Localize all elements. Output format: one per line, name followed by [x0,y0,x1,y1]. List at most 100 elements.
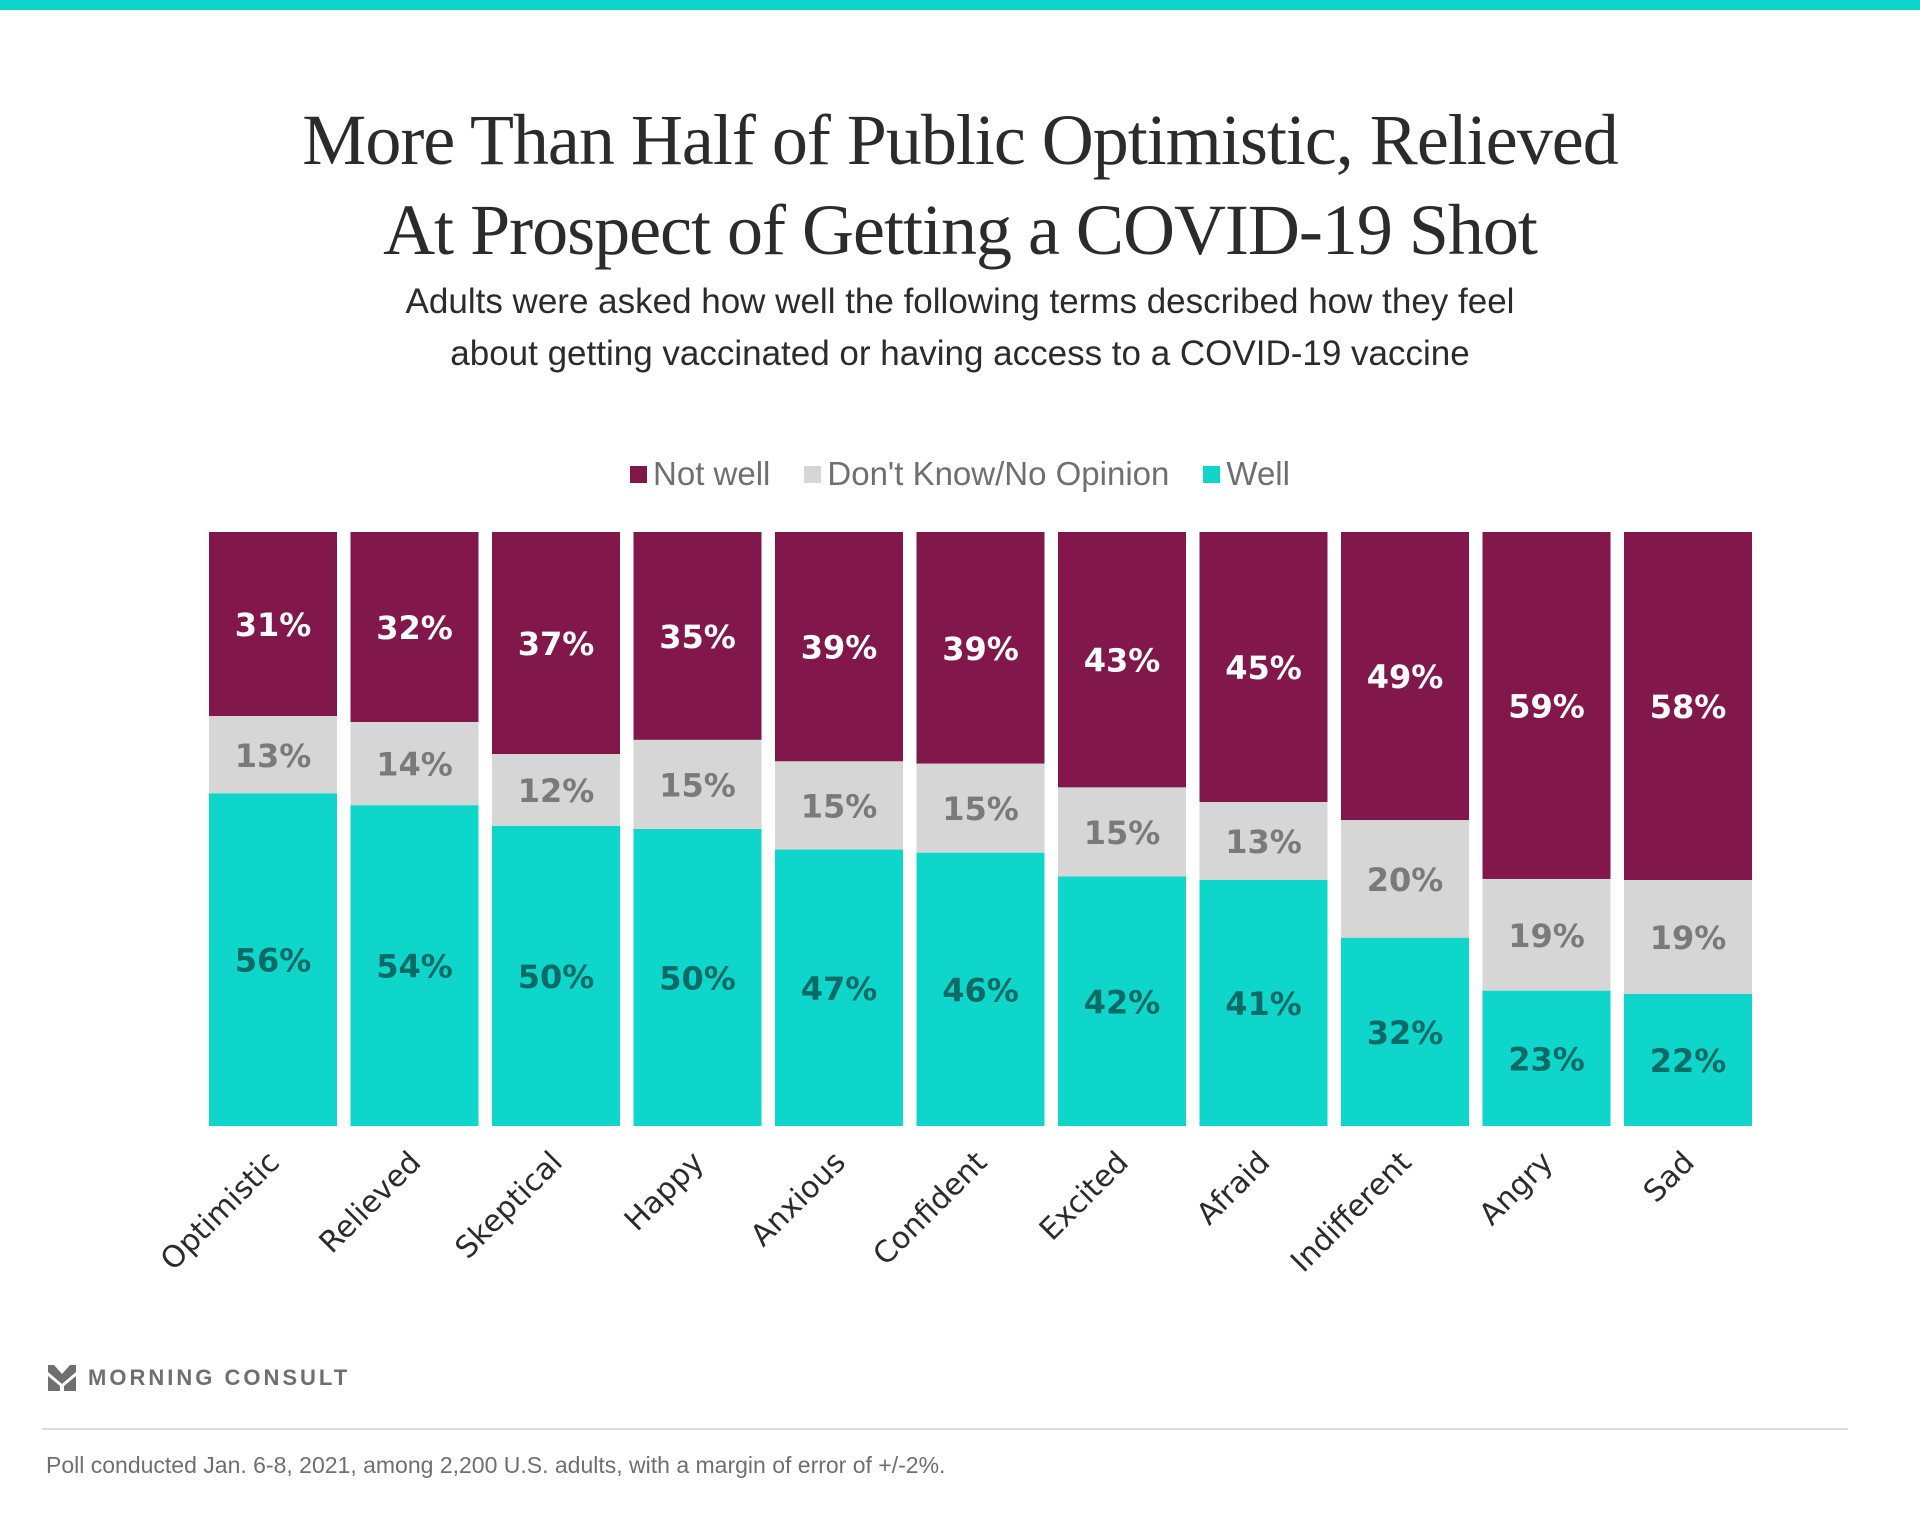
top-accent-bar [0,0,1920,10]
bar-group-happy: 35% 15% 50% [633,532,762,1126]
brand-logo: MORNING CONSULT [48,1365,350,1391]
bar-segment-well-anxious [775,849,903,1126]
morning-consult-logo-icon [48,1365,76,1391]
bar-segment-not-well-confident [916,532,1045,764]
bar-segment-well-angry [1482,990,1611,1126]
bar-group-sad: 58% 19% 22% [1624,532,1752,1126]
bar-segment-well-excited [1058,876,1186,1126]
x-tick-label-excited: Excited [1033,1145,1136,1248]
legend-swatch-dont-know [804,465,822,483]
legend-label-dont-know: Don't Know/No Opinion [827,455,1170,492]
bar-segment-not-well-happy [633,532,762,740]
legend-swatch-well [1203,465,1221,483]
bar-group-skeptical: 37% 12% 50% [492,532,620,1126]
legend-item-dont-know: Don't Know/No Opinion [804,455,1169,493]
data-label-not-well-anxious: 39% [801,629,878,667]
bar-segment-not-well-angry [1482,532,1611,879]
bar-segment-don-t-know-no-opinion-confident [916,763,1045,853]
bar-segment-not-well-afraid [1199,532,1328,802]
data-label-don-t-know-no-opinion-confident: 15% [942,790,1019,828]
data-label-well-anxious: 47% [801,970,878,1008]
data-label-don-t-know-no-opinion-afraid: 13% [1225,823,1302,861]
data-label-not-well-optimistic: 31% [235,606,312,644]
data-label-well-sad: 22% [1650,1042,1727,1080]
data-label-well-relieved: 54% [376,948,453,986]
data-label-not-well-angry: 59% [1508,687,1585,725]
bar-group-afraid: 45% 13% 41% [1199,532,1328,1126]
bar-group-anxious: 39% 15% 47% [775,532,903,1126]
data-label-don-t-know-no-opinion-optimistic: 13% [235,737,312,775]
data-label-don-t-know-no-opinion-excited: 15% [1084,814,1161,852]
bar-segment-don-t-know-no-opinion-sad [1624,880,1752,994]
bar-segment-don-t-know-no-opinion-angry [1482,878,1611,991]
bar-segment-not-well-anxious [775,532,903,762]
bar-group-excited: 43% 15% 42% [1058,532,1186,1126]
bar-segment-well-afraid [1199,880,1328,1126]
legend-item-well: Well [1203,455,1290,493]
x-tick-label-happy: Happy [618,1145,711,1238]
bar-segment-not-well-relieved [350,532,479,723]
bar-segment-not-well-skeptical [492,532,620,754]
x-tick-label-optimistic: Optimistic [154,1145,287,1278]
stacked-bar-chart: 31% 13% 56% Optimistic 32% 14% 54% Relieved 37% 1… [154,532,1752,1280]
bar-segment-not-well-sad [1624,532,1752,880]
data-label-well-afraid: 41% [1225,985,1302,1023]
data-label-not-well-skeptical: 37% [518,625,595,663]
x-tick-label-angry: Angry [1473,1145,1560,1232]
bar-segment-well-skeptical [492,826,620,1126]
bar-group-angry: 59% 19% 23% [1482,532,1611,1126]
chart-legend: Not well Don't Know/No Opinion Well [0,455,1920,493]
bar-segment-well-relieved [350,805,479,1126]
bar-segment-well-confident [916,852,1045,1126]
data-label-well-excited: 42% [1084,983,1161,1021]
x-tick-label-skeptical: Skeptical [449,1145,570,1266]
data-label-don-t-know-no-opinion-happy: 15% [659,766,736,804]
data-label-not-well-indifferent: 49% [1367,658,1444,696]
data-label-well-skeptical: 50% [518,958,595,996]
brand-name: MORNING CONSULT [88,1365,351,1390]
bar-segment-well-indifferent [1341,937,1469,1126]
bar-segment-don-t-know-no-opinion-anxious [775,761,903,850]
data-label-don-t-know-no-opinion-relieved: 14% [376,746,453,784]
legend-swatch-not-well [630,465,648,483]
bar-segment-not-well-indifferent [1341,532,1469,821]
bar-segment-not-well-optimistic [209,532,337,717]
bar-segment-don-t-know-no-opinion-excited [1058,787,1186,877]
x-tick-label-afraid: Afraid [1190,1145,1277,1232]
bar-segment-don-t-know-no-opinion-happy [633,739,762,829]
data-label-well-indifferent: 32% [1367,1014,1444,1052]
data-label-not-well-afraid: 45% [1225,649,1302,687]
bar-segment-well-sad [1624,994,1752,1126]
bar-segment-well-happy [633,829,762,1126]
legend-label-not-well: Not well [653,455,771,492]
bar-group-confident: 39% 15% 46% [916,532,1045,1126]
data-label-well-happy: 50% [659,960,736,998]
chart-subtitle-line-2: about getting vaccinated or having acces… [450,334,1470,373]
data-label-don-t-know-no-opinion-indifferent: 20% [1367,861,1444,899]
data-label-well-angry: 23% [1508,1040,1585,1078]
data-label-well-optimistic: 56% [235,942,312,980]
bar-group-optimistic: 31% 13% 56% [209,532,337,1126]
bar-segment-well-optimistic [209,793,337,1126]
data-label-not-well-sad: 58% [1650,688,1727,726]
bar-segment-not-well-excited [1058,532,1186,788]
chart-subtitle-line-1: Adults were asked how well the following… [405,282,1515,321]
x-tick-label-anxious: Anxious [744,1145,853,1254]
data-label-don-t-know-no-opinion-sad: 19% [1650,919,1727,957]
legend-item-not-well: Not well [630,455,770,493]
bar-group-indifferent: 49% 20% 32% [1341,532,1469,1126]
data-label-not-well-confident: 39% [942,630,1019,668]
legend-label-well: Well [1226,455,1290,492]
data-label-don-t-know-no-opinion-anxious: 15% [801,787,878,825]
bar-segment-don-t-know-no-opinion-afraid [1199,802,1328,880]
data-label-well-confident: 46% [942,971,1019,1009]
footnote: Poll conducted Jan. 6-8, 2021, among 2,2… [46,1452,946,1478]
data-label-don-t-know-no-opinion-angry: 19% [1508,917,1585,955]
bar-segment-don-t-know-no-opinion-optimistic [209,716,337,794]
bar-group-relieved: 32% 14% 54% [350,532,479,1126]
data-label-don-t-know-no-opinion-skeptical: 12% [518,772,595,810]
bar-segment-don-t-know-no-opinion-indifferent [1341,820,1469,938]
bar-segment-don-t-know-no-opinion-relieved [350,722,479,806]
x-tick-label-indifferent: Indifferent [1284,1145,1419,1280]
footer-divider [42,1428,1848,1430]
